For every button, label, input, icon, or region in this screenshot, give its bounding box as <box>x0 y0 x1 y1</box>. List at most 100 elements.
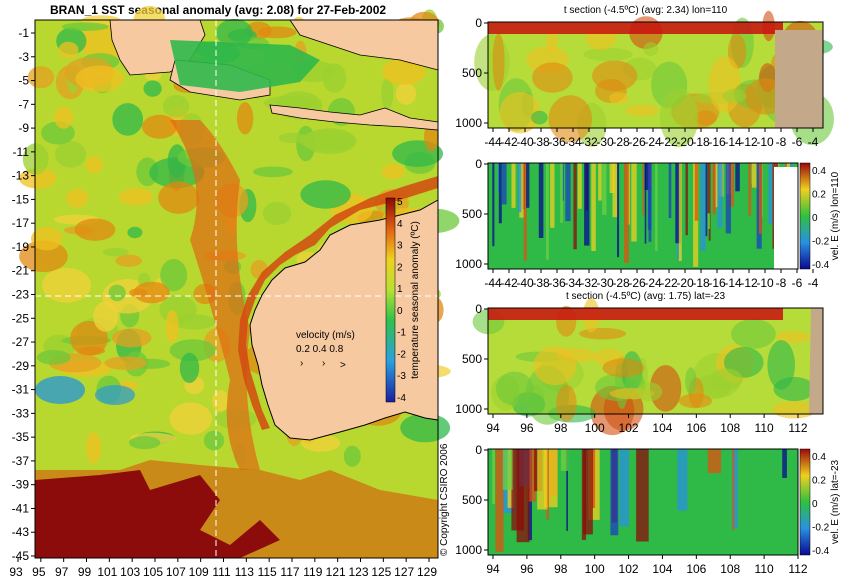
coastal-warm-fringe <box>238 176 438 430</box>
velocity-streak <box>758 163 763 234</box>
velocity-streak <box>617 163 620 258</box>
lat-tick-label: -19 <box>12 240 30 254</box>
temperature-blob <box>556 384 577 422</box>
anomaly-patch <box>253 166 293 178</box>
x-tick-label: -44 <box>484 135 502 149</box>
anomaly-patch <box>160 259 188 292</box>
velocity-streak <box>782 449 787 478</box>
sst-colorbar-tick-label: 2 <box>397 262 403 273</box>
velocity-streak <box>636 449 649 542</box>
velocity-streak <box>725 163 731 234</box>
velocity-streak <box>677 449 688 511</box>
sst-colorbar-tick-label: -3 <box>397 371 406 382</box>
x-tick-label: -10 <box>756 276 774 290</box>
temperature-blob <box>637 382 663 402</box>
x-tick-label: 108 <box>720 421 740 435</box>
velocity-streak <box>519 163 524 218</box>
lon-tick-label: 119 <box>303 565 322 579</box>
anomaly-patch <box>169 339 216 362</box>
anomaly-patch <box>111 328 152 348</box>
velocity-streak <box>713 163 716 211</box>
x-tick-label: -38 <box>532 276 550 290</box>
copyright-text: © Copyright CSIRO 2006 <box>439 443 450 556</box>
section-land <box>809 308 823 414</box>
panel-frame <box>487 21 824 129</box>
lon-tick-label: 113 <box>235 565 254 579</box>
velocity-streak <box>644 163 647 244</box>
lon-tick-label: 123 <box>348 565 368 579</box>
lat-tick-label: -3 <box>18 50 29 64</box>
x-tick-label: 98 <box>554 562 568 576</box>
velocity-colorbar <box>799 448 811 556</box>
sst-colorbar-tick-label: 1 <box>397 284 403 295</box>
anomaly-patch <box>128 436 161 450</box>
velocity-streak <box>516 449 530 543</box>
velocity-streak <box>584 163 590 246</box>
velocity-colorbar-tick: -0.2 <box>812 237 830 248</box>
x-tick-label: -14 <box>724 135 742 149</box>
velocity-arrow-small-icon: › <box>300 358 303 369</box>
x-tick-label: -14 <box>724 276 742 290</box>
velocity-streak <box>577 163 582 209</box>
java-sea-water <box>170 40 320 92</box>
section-panel-3: t section (-4.5ºC) (avg: 1.75) lat=-23 0 5… <box>455 291 824 436</box>
lon-tick-label: 105 <box>143 565 163 579</box>
lat-tick-label: -11 <box>13 145 30 159</box>
velocity-streak <box>675 163 681 244</box>
velocity-streak <box>492 449 495 505</box>
temperature-blob <box>602 358 645 378</box>
velocity-streak <box>591 163 596 251</box>
velocity-streak <box>678 163 682 261</box>
lat-tick-label: -45 <box>12 549 30 563</box>
depth-tick-label: 500 <box>462 352 482 366</box>
x-tick-label: 110 <box>755 421 774 435</box>
velocity-streak <box>546 449 549 520</box>
x-tick-label: 108 <box>720 562 740 576</box>
temperature-blob <box>775 330 811 343</box>
temperature-blob <box>708 56 741 113</box>
lat-tick-label: -5 <box>18 74 29 88</box>
x-tick-label: -24 <box>644 135 662 149</box>
x-tick-label: 94 <box>486 421 500 435</box>
depth-tick-label: 0 <box>475 443 482 457</box>
temperature-blob <box>659 88 699 148</box>
anomaly-patch <box>61 22 109 32</box>
anomaly-patch <box>118 188 154 206</box>
velocity-streak <box>591 449 596 508</box>
x-tick-label: 100 <box>585 421 605 435</box>
velocity-colorbar <box>799 162 811 270</box>
section-panels: t section (-4.5ºC) (avg: 2.34) lon=110 0 5… <box>455 5 841 576</box>
panel-frame <box>487 307 824 415</box>
temperature-blob <box>722 89 747 103</box>
depth-tick-label: 1000 <box>455 116 482 130</box>
panel-title: t section (-4.5ºC) (avg: 2.34) lon=110 <box>564 5 728 16</box>
anomaly-patch <box>85 156 103 174</box>
anomaly-patch <box>36 350 71 365</box>
velocity-streak <box>565 163 571 222</box>
velocity-streak <box>631 163 637 242</box>
velocity-streak <box>517 163 522 213</box>
temperature-blob <box>685 367 697 395</box>
velocity-streak <box>560 163 563 223</box>
x-tick-label: -12 <box>740 276 758 290</box>
x-tick-label: 104 <box>652 421 672 435</box>
depth-tick-label: 0 <box>475 157 482 171</box>
velocity-streak <box>602 163 607 215</box>
x-tick-label: -30 <box>596 276 614 290</box>
x-tick-label: -12 <box>740 135 758 149</box>
anomaly-patch <box>27 66 55 89</box>
sst-colorbar-tick-label: 5 <box>397 197 403 208</box>
sst-map <box>18 5 460 559</box>
velocity-streak <box>700 163 706 251</box>
velocity-streak <box>598 163 602 201</box>
x-tick-label: 106 <box>686 421 706 435</box>
lat-tick-label: -37 <box>12 454 30 468</box>
x-tick-label: -26 <box>628 135 646 149</box>
velocity-streak <box>648 163 652 242</box>
temperature-blob <box>649 365 682 412</box>
velocity-streak <box>583 449 593 535</box>
x-tick-label: -28 <box>612 276 630 290</box>
anomaly-patch <box>19 240 68 273</box>
velocity-streak <box>668 163 672 218</box>
